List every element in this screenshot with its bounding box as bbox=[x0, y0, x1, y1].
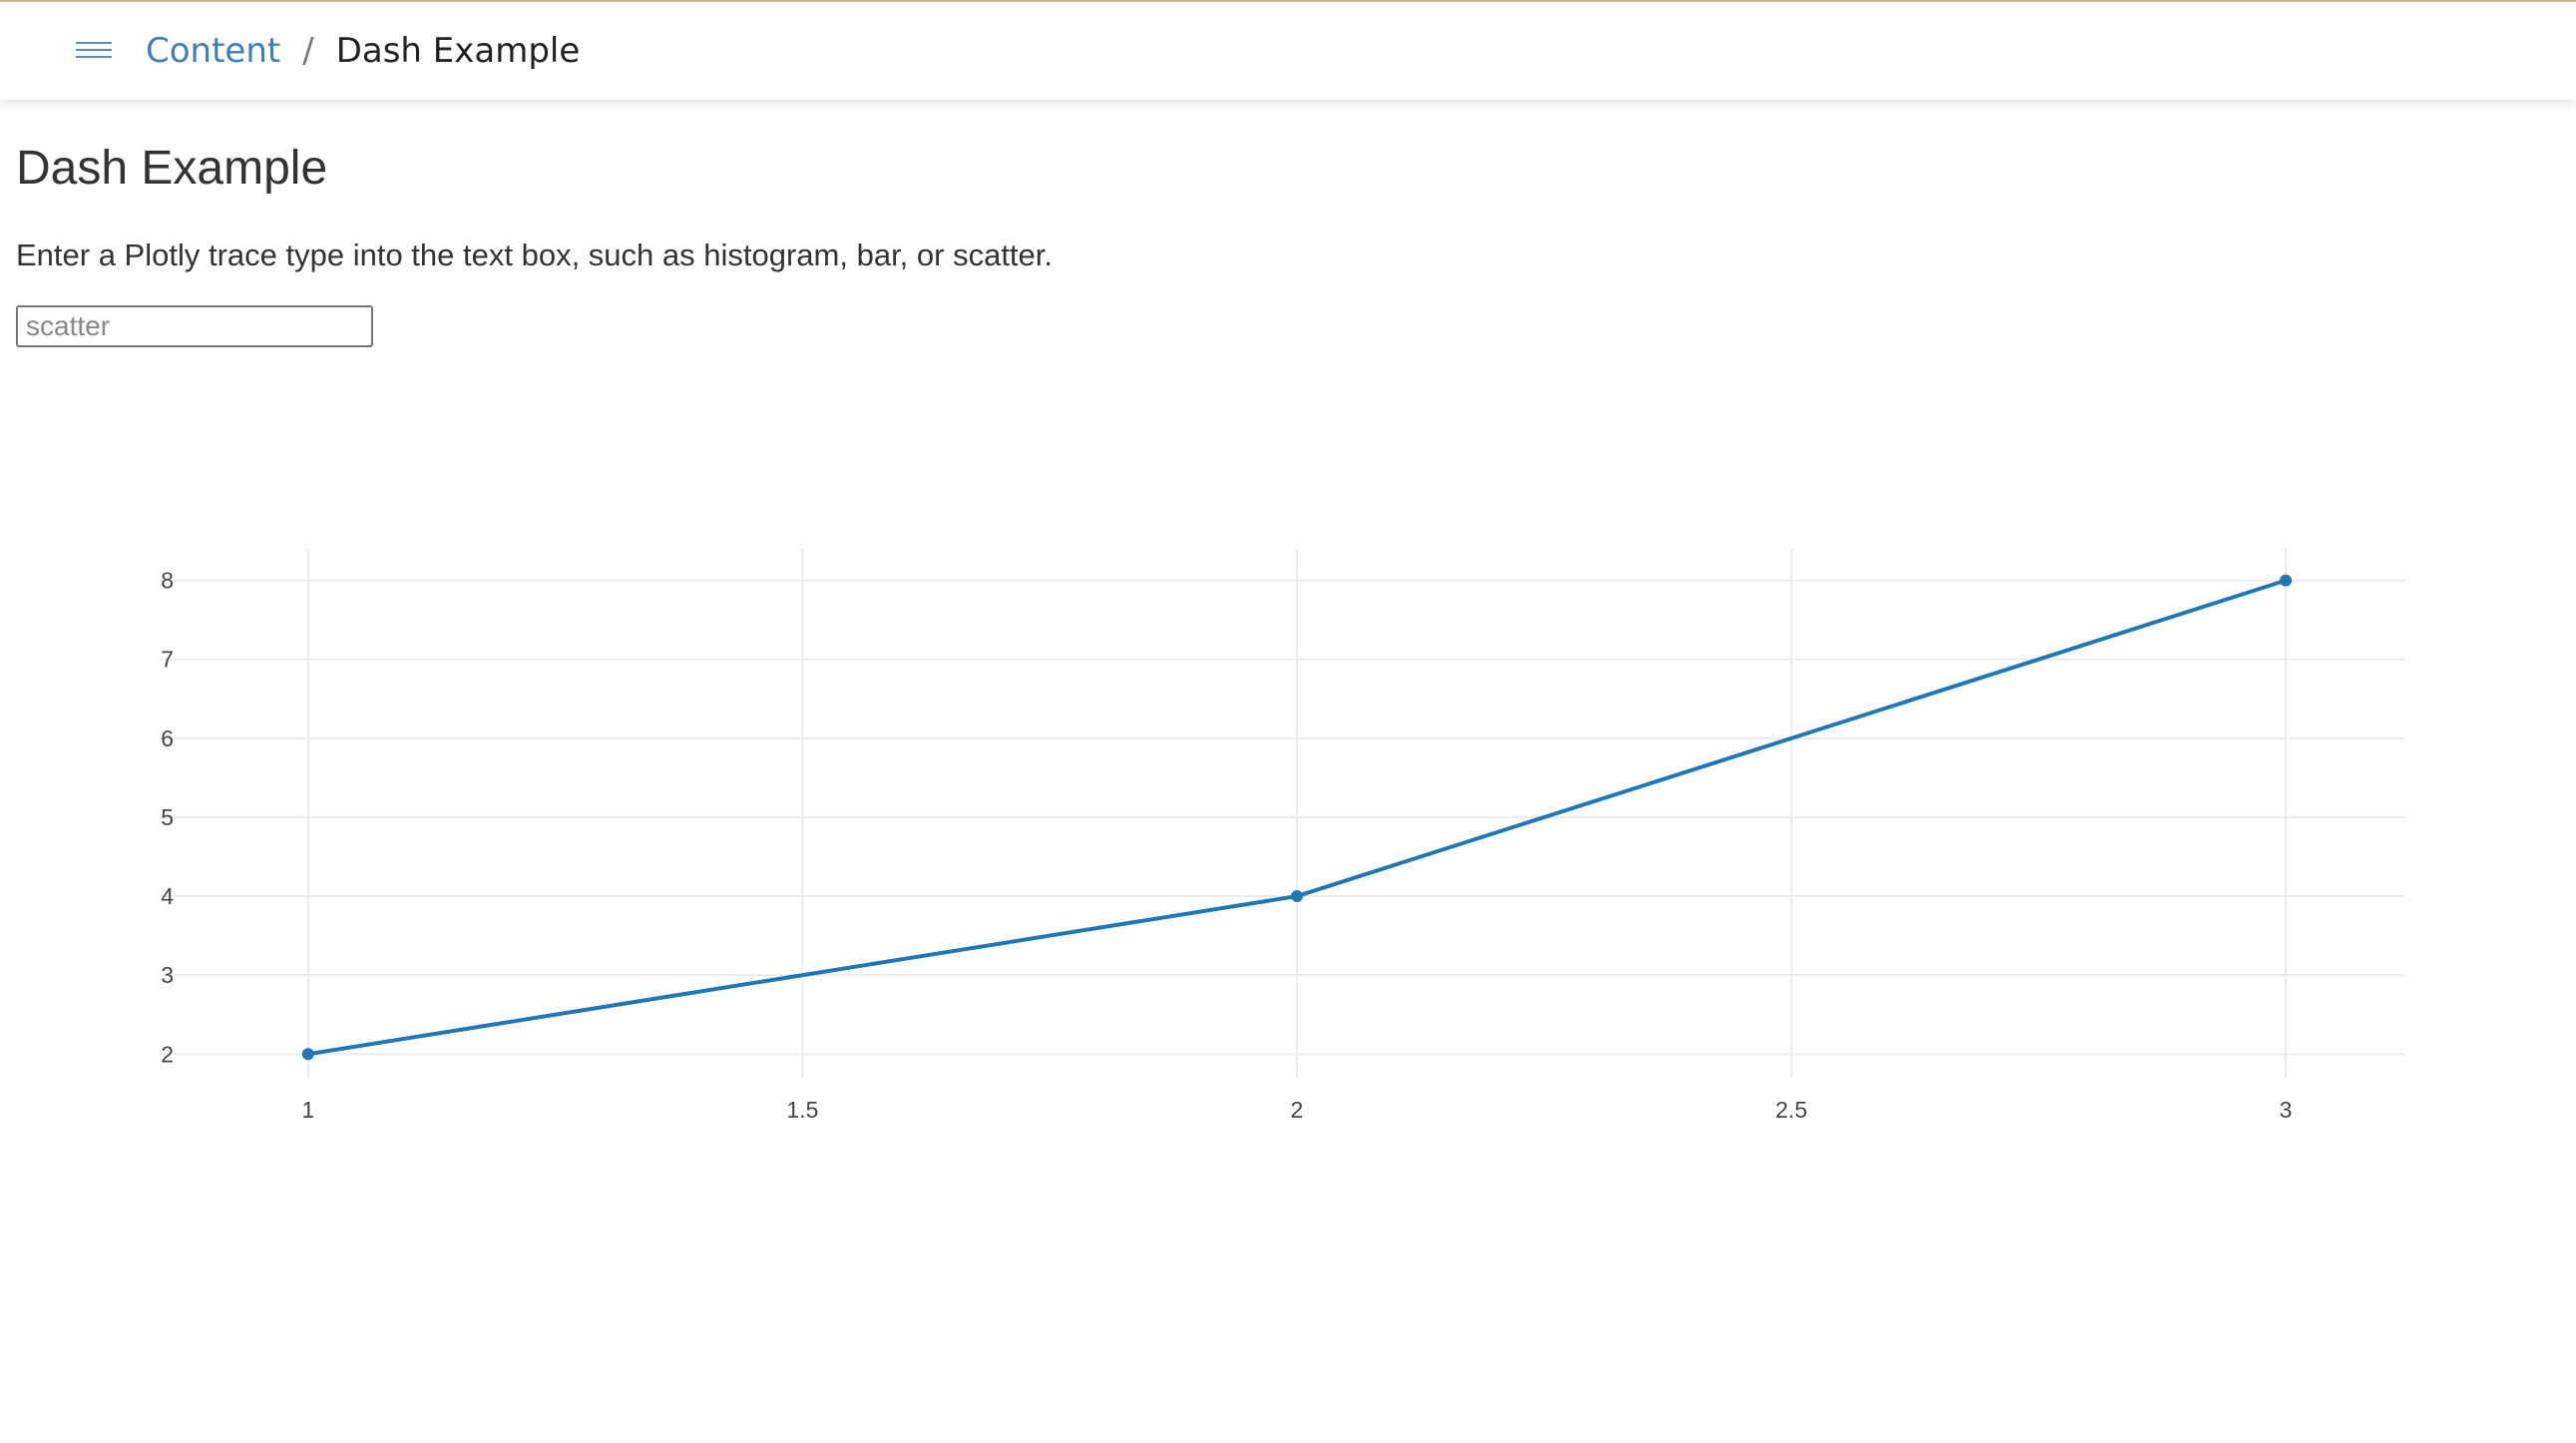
x-tick-label: 2.5 bbox=[1776, 1097, 1808, 1123]
x-tick-label: 3 bbox=[2280, 1097, 2293, 1123]
hamburger-menu-icon[interactable] bbox=[72, 36, 116, 66]
breadcrumb-separator: / bbox=[302, 31, 314, 71]
breadcrumb-current: Dash Example bbox=[335, 31, 581, 71]
line-chart: 1 1.5 2 2.5 3 2 3 4 5 6 7 8 bbox=[160, 549, 2404, 1123]
chart-series bbox=[301, 574, 2293, 1061]
chart-tick-labels: 1 1.5 2 2.5 3 2 3 4 5 6 7 8 bbox=[161, 568, 2292, 1123]
y-tick-label: 4 bbox=[161, 883, 174, 909]
breadcrumb-content-link[interactable]: Content bbox=[146, 31, 281, 71]
x-tick-label: 1.5 bbox=[786, 1097, 818, 1123]
y-tick-label: 6 bbox=[161, 725, 174, 751]
y-tick-label: 2 bbox=[161, 1041, 174, 1067]
data-point bbox=[1290, 890, 1303, 903]
data-point bbox=[2280, 574, 2293, 587]
top-bar: Content / Dash Example bbox=[0, 0, 2576, 100]
x-tick-label: 1 bbox=[301, 1097, 314, 1123]
data-point bbox=[301, 1048, 314, 1061]
page-title: Dash Example bbox=[16, 142, 328, 195]
y-tick-label: 5 bbox=[161, 804, 174, 830]
chart-grid bbox=[160, 549, 2404, 1078]
y-tick-label: 7 bbox=[161, 647, 174, 673]
y-tick-label: 8 bbox=[161, 568, 174, 594]
breadcrumb: Content / Dash Example bbox=[146, 26, 580, 76]
x-tick-label: 2 bbox=[1291, 1097, 1304, 1123]
y-tick-label: 3 bbox=[161, 962, 174, 988]
trace-type-input[interactable] bbox=[16, 305, 373, 347]
instructions-text: Enter a Plotly trace type into the text … bbox=[16, 238, 1054, 272]
